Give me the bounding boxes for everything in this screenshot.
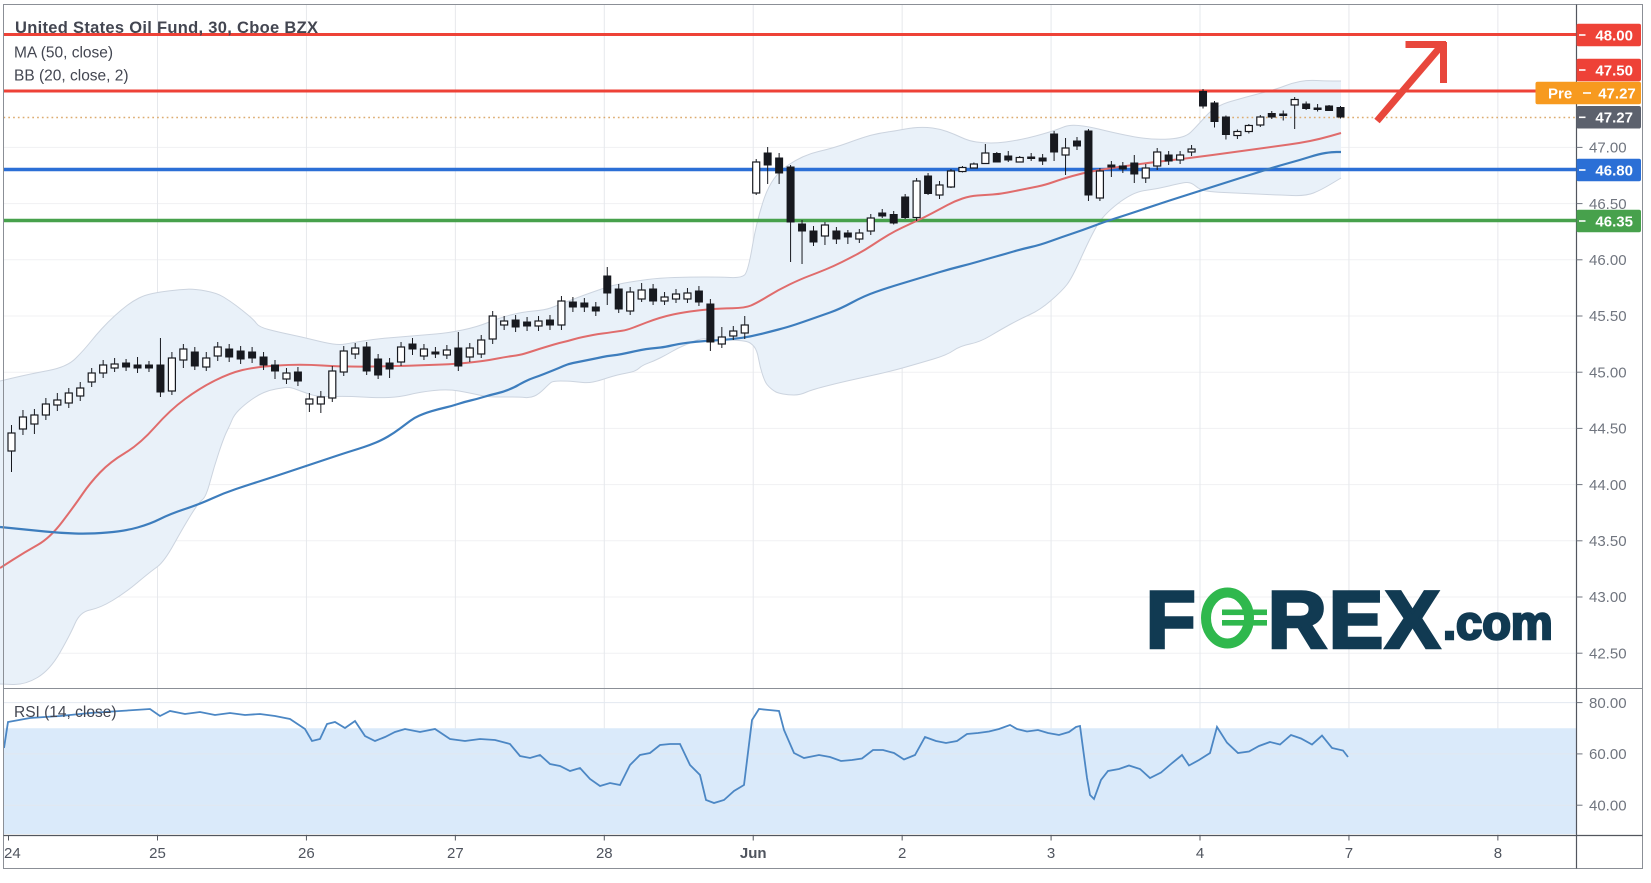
svg-text:46.35: 46.35 <box>1595 213 1633 230</box>
svg-text:26: 26 <box>298 845 315 862</box>
svg-text:4: 4 <box>1196 845 1204 862</box>
svg-text:43.00: 43.00 <box>1589 589 1627 606</box>
svg-text:46.00: 46.00 <box>1589 252 1627 269</box>
svg-text:Jun: Jun <box>740 845 767 862</box>
svg-text:REX: REX <box>1268 576 1442 666</box>
svg-text:27: 27 <box>447 845 464 862</box>
svg-text:43.50: 43.50 <box>1589 533 1627 550</box>
svg-text:2: 2 <box>898 845 906 862</box>
svg-text:24: 24 <box>4 845 21 862</box>
svg-text:7: 7 <box>1345 845 1353 862</box>
svg-text:F: F <box>1146 576 1195 666</box>
svg-text:80.00: 80.00 <box>1589 695 1627 712</box>
svg-text:60.00: 60.00 <box>1589 746 1627 763</box>
svg-text:44.00: 44.00 <box>1589 477 1627 494</box>
svg-text:40.00: 40.00 <box>1589 797 1627 814</box>
svg-text:8: 8 <box>1494 845 1502 862</box>
svg-text:45.50: 45.50 <box>1589 308 1627 325</box>
svg-text:45.00: 45.00 <box>1589 364 1627 381</box>
svg-text:42.50: 42.50 <box>1589 645 1627 662</box>
svg-text:3: 3 <box>1047 845 1055 862</box>
svg-text:RSI (14, close): RSI (14, close) <box>14 704 117 721</box>
svg-text:46.80: 46.80 <box>1595 162 1633 179</box>
svg-text:48.00: 48.00 <box>1595 27 1633 44</box>
svg-text:46.50: 46.50 <box>1589 196 1627 213</box>
svg-text:44.50: 44.50 <box>1589 421 1627 438</box>
svg-text:47.00: 47.00 <box>1589 140 1627 157</box>
svg-text:Pre: Pre <box>1548 85 1572 102</box>
svg-text:BB (20, close, 2): BB (20, close, 2) <box>14 68 129 85</box>
svg-text:MA (50, close): MA (50, close) <box>14 45 113 62</box>
svg-text:United States Oil Fund, 30, Cb: United States Oil Fund, 30, Cboe BZX <box>15 19 318 37</box>
svg-text:47.27: 47.27 <box>1598 85 1636 102</box>
svg-text:28: 28 <box>596 845 613 862</box>
svg-text:47.27: 47.27 <box>1595 110 1633 127</box>
svg-text:25: 25 <box>149 845 166 862</box>
svg-text:.com: .com <box>1443 596 1553 649</box>
svg-text:47.50: 47.50 <box>1595 62 1633 79</box>
